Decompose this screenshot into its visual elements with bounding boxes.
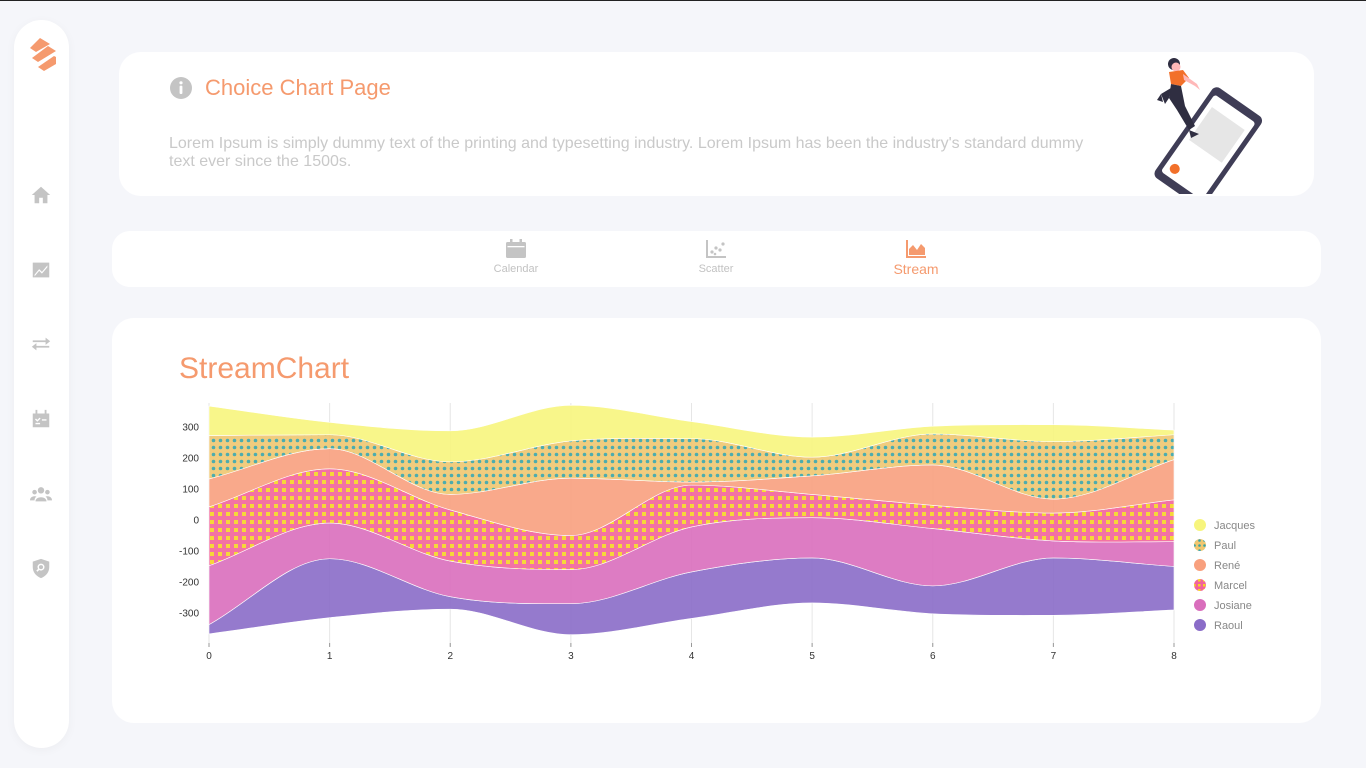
sidebar-item-security[interactable] [28, 555, 54, 581]
shield-search-icon [32, 558, 50, 579]
legend-label: Marcel [1214, 580, 1247, 592]
legend-label: Raoul [1214, 620, 1243, 632]
page-title: Choice Chart Page [205, 75, 391, 100]
stream-chart: -300 -200 -100 0 100 200 300 0 1 2 3 4 5 6 7 8 Jacques P… [179, 403, 1255, 663]
sidebar [14, 20, 69, 748]
legend-swatch [1194, 559, 1206, 571]
x-tick-label: 2 [447, 651, 453, 662]
x-tick-label: 1 [327, 651, 333, 662]
stream-layer-jacques [208, 404, 1175, 463]
chart-axes: -300 -200 -100 0 100 200 300 0 1 2 3 4 5 6 7 8 [179, 423, 1177, 663]
y-tick-label: -300 [179, 609, 199, 620]
y-tick-label: -100 [179, 547, 199, 558]
calendar-icon [506, 239, 526, 258]
app-logo[interactable] [26, 36, 58, 72]
x-tick-label: 8 [1171, 651, 1177, 662]
legend-label: Jacques [1214, 520, 1255, 532]
legend-swatch [1194, 579, 1206, 591]
legend-swatch [1194, 519, 1206, 531]
window-top-border [0, 0, 1366, 1]
y-tick-label: -200 [179, 578, 199, 589]
tab-stream-label: Stream [893, 261, 939, 277]
chart-legend: Jacques Paul René Marcel Josiane Raoul [1194, 519, 1255, 632]
sidebar-item-calendar[interactable] [28, 406, 54, 432]
calendar-check-icon [32, 409, 50, 428]
y-tick-label: 100 [182, 485, 199, 496]
page-description: Lorem Ipsum is simply dummy text of the … [169, 135, 1084, 170]
legend-swatch [1194, 599, 1206, 611]
chart-card: StreamChart -300 -200 -100 0 100 200 300 0 1 2 3 4 5… [112, 318, 1321, 723]
sidebar-item-home[interactable] [28, 182, 54, 208]
tab-scatter-label: Scatter [698, 263, 734, 275]
sidebar-item-transfers[interactable] [28, 331, 54, 357]
users-icon [30, 487, 52, 502]
chart-line-icon [32, 262, 50, 278]
page-header-card: Choice Chart Page Lorem Ipsum is simply … [119, 52, 1314, 196]
tab-scatter[interactable]: Scatter [676, 239, 756, 283]
legend-swatch [1194, 619, 1206, 631]
chart-type-tabs: Calendar Scatter Stream [112, 231, 1321, 287]
sidebar-item-charts[interactable] [28, 257, 54, 283]
scatter-icon [706, 240, 726, 258]
legend-swatch [1194, 539, 1206, 551]
chart-areas [208, 404, 1175, 636]
exchange-icon [31, 337, 51, 351]
tab-calendar[interactable]: Calendar [476, 239, 556, 283]
x-tick-label: 5 [809, 651, 815, 662]
info-icon [170, 77, 192, 99]
x-tick-label: 3 [568, 651, 574, 662]
y-tick-label: 0 [193, 516, 199, 527]
legend-label: Josiane [1214, 600, 1252, 612]
y-tick-label: 200 [182, 454, 199, 465]
legend-label: Paul [1214, 540, 1236, 552]
tab-calendar-label: Calendar [493, 263, 539, 275]
y-tick-label: 300 [182, 423, 199, 434]
sidebar-item-users[interactable] [28, 481, 54, 507]
home-icon [31, 186, 51, 204]
x-tick-label: 6 [930, 651, 936, 662]
x-tick-label: 0 [206, 651, 212, 662]
area-chart-icon [906, 240, 926, 258]
legend-label: René [1214, 560, 1240, 572]
x-tick-label: 7 [1051, 651, 1057, 662]
phone-illustration [1154, 58, 1263, 194]
chart-title: StreamChart [179, 352, 350, 385]
x-tick-label: 4 [689, 651, 695, 662]
tab-stream[interactable]: Stream [876, 239, 956, 283]
